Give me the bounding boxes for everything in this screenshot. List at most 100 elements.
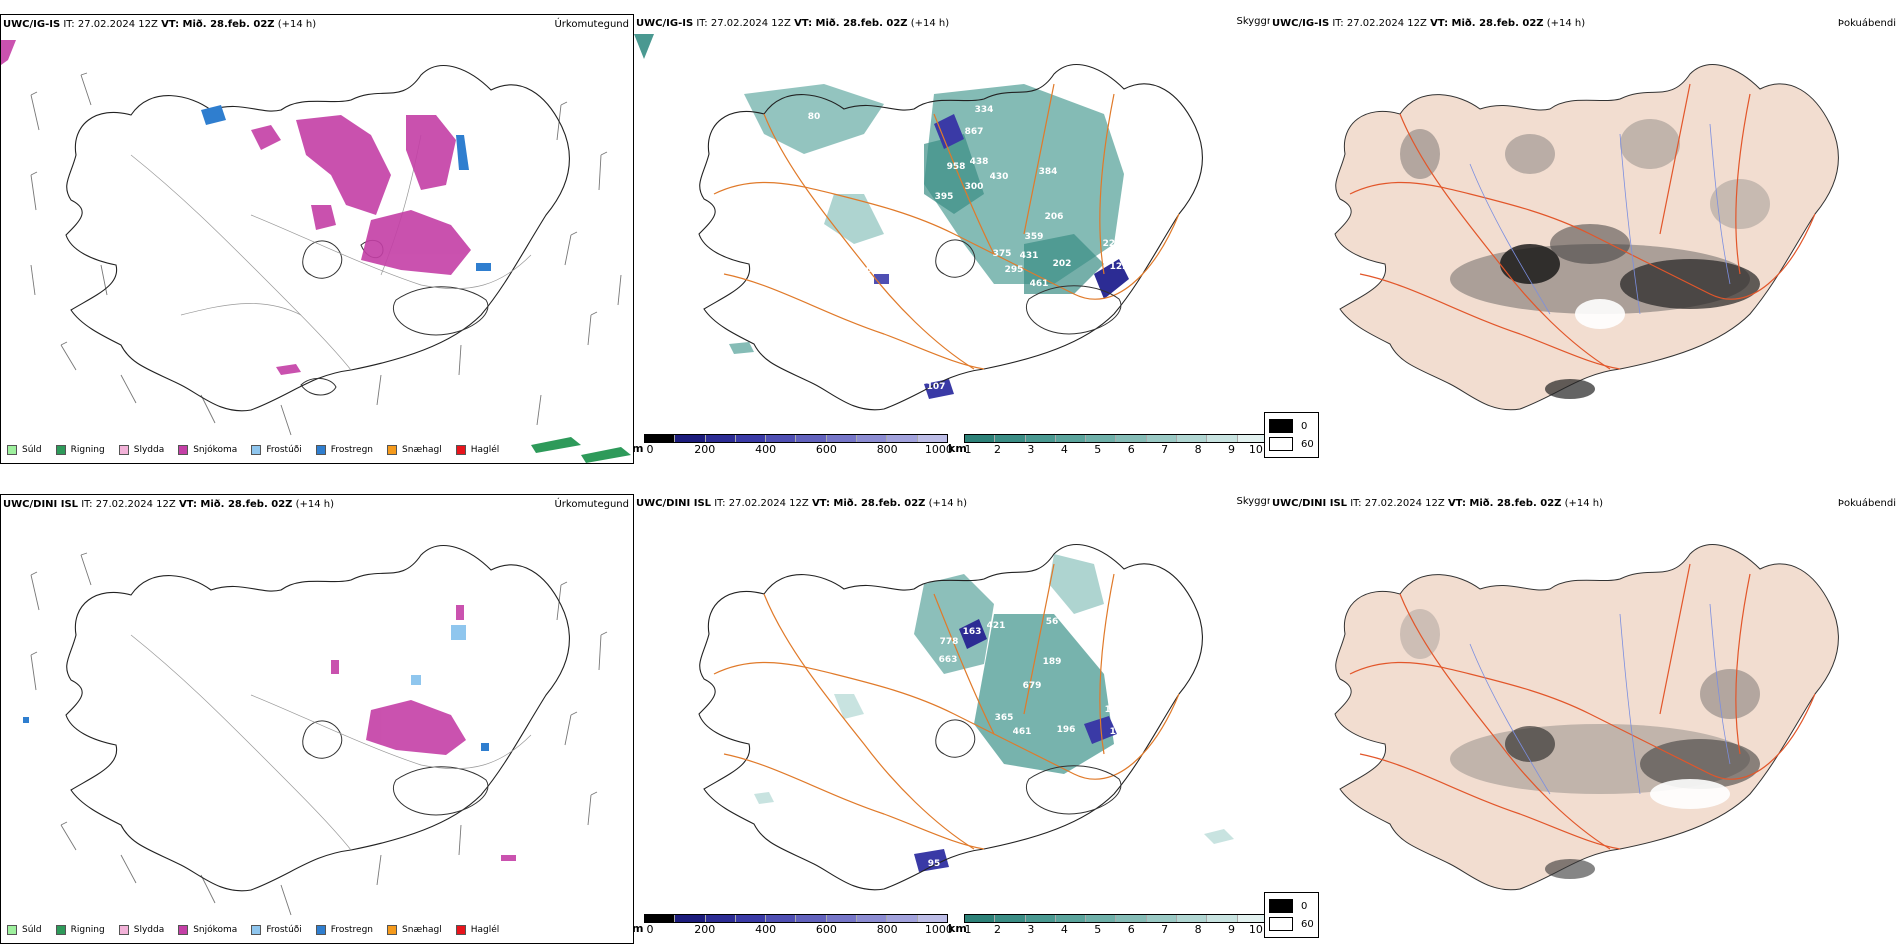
legend-item: Haglél [455,445,499,455]
model-name: UWC/DINI ISL [636,498,712,509]
glacier-outlines [935,719,1122,815]
vis-label: 375 [993,249,1012,259]
colorbar-cells [644,914,948,923]
road-network [713,83,1180,370]
vis-label: 95 [928,859,941,869]
fog-map-row2 [1334,544,1839,891]
panel-header: UWC/DINI ISL IT: 27.02.2024 12Z VT: Mið.… [3,499,334,511]
legend-swatch [251,445,262,455]
fog-panel-row2: UWC/DINI ISL IT: 27.02.2024 12Z VT: Mið.… [1270,494,1900,944]
panel-title-precip: Úrkomutegund [554,499,629,510]
legend-item: Slydda [118,445,164,455]
fog-legend-item: 0 [1269,417,1314,435]
vis-label: 421 [987,621,1006,631]
iceland-outline [65,545,570,892]
vis-label: 663 [939,655,958,665]
fog-legend-item: 0 [1269,897,1314,915]
fog-index-field [1400,609,1760,879]
vis-label: 196 [1057,725,1076,735]
panel-title-fog: Þokuábendi [1837,18,1896,29]
wind-barbs [30,72,622,436]
road-network [713,563,1180,850]
lead-time: (+14 h) [1564,498,1604,509]
colorbar-cells [964,434,1268,443]
precip-map-row1 [1,40,631,463]
rain-areas [531,437,631,463]
vis-label: 384 [1039,167,1058,177]
colorbar-unit: m [634,442,644,455]
visibility-panel-row1: 334 867 438 958 430 300 395 384 206 359 … [634,14,1270,464]
visibility-km-colorbar: 1 2 3 4 5 6 7 8 9 10 km [948,434,1268,456]
legend-swatch [55,445,66,455]
visibility-fields [634,34,1124,354]
legend-swatch [387,445,398,455]
model-name: UWC/IG-IS [1272,18,1330,29]
panel-title-fog: Þokuábendi [1837,498,1896,509]
vis-label: 56 [1046,617,1059,627]
init-time: IT: 27.02.2024 12Z [1350,498,1445,509]
lead-time: (+14 h) [928,498,968,509]
legend-item: Rigning [55,445,105,455]
legend-item: Rigning [55,925,105,935]
init-time: IT: 27.02.2024 12Z [81,499,176,510]
visibility-m-colorbar: 0 200 400 600 800 1000 m [634,914,953,936]
vis-label: 395 [935,192,954,202]
panel-title-visibility: Skyggni [1236,16,1270,27]
legend-item: Snjókoma [178,445,237,455]
rivers [1469,603,1731,795]
vis-label: 163 [963,627,982,637]
vis-label: 958 [947,162,966,172]
road-network [130,634,532,851]
valid-time: VT: Mið. 28.feb. 02Z [1430,18,1544,29]
vis-label: 461 [1030,279,1049,289]
colorbar-ticks: 1 2 3 4 5 6 7 8 9 10 [964,923,1263,936]
vis-label: 63 [908,385,921,395]
rivers [1469,123,1731,315]
panel-title-visibility: Skyggni [1236,496,1270,507]
colorbar-unit: km [948,922,967,935]
legend-swatch [251,925,262,935]
vis-label: 107 [927,382,946,392]
model-name: UWC/DINI ISL [1272,498,1348,509]
vis-label: 438 [970,157,989,167]
vis-label: 867 [965,127,984,137]
vis-label: 186 [903,365,922,375]
precip-map-row2 [23,545,608,916]
vis-label: 778 [940,637,959,647]
glacier-outlines [302,720,489,816]
valid-time: VT: Mið. 28.feb. 02Z [794,18,908,29]
lead-time: (+14 h) [295,499,335,510]
visibility-map-row2: 421 163 778 663 56 189 679 365 461 196 1… [698,544,1234,891]
snow-areas [1,40,471,375]
visibility-m-colorbar: 0 200 400 600 800 1000 m [634,434,953,456]
fog-legend-item: 60 [1269,435,1314,453]
legend-item: Slydda [118,925,164,935]
iceland-outline [698,544,1203,891]
vis-label: 461 [1013,727,1032,737]
lead-time: (+14 h) [1546,18,1586,29]
panel-header: UWC/IG-IS IT: 27.02.2024 12Z VT: Mið. 28… [636,18,949,30]
vis-label: 64 [866,265,879,275]
panel-header: UWC/IG-IS IT: 27.02.2024 12Z VT: Mið. 28… [1272,18,1585,30]
vis-label: 365 [995,713,1014,723]
vis-label: 679 [1023,681,1042,691]
panel-title-precip: Úrkomutegund [554,19,629,30]
visibility-km-colorbar: 1 2 3 4 5 6 7 8 9 10 km [948,914,1268,936]
legend-swatch [315,925,326,935]
legend-item: Frostregn [315,925,373,935]
vis-label: 300 [965,182,984,192]
vis-label: 206 [1045,212,1064,222]
vis-label: 431 [1020,251,1039,261]
init-time: IT: 27.02.2024 12Z [696,18,791,29]
vis-label: 359 [1025,232,1044,242]
visibility-map-row1: 334 867 438 958 430 300 395 384 206 359 … [634,34,1203,411]
vis-label: 80 [808,112,821,122]
visibility-value-labels: 334 867 438 958 430 300 395 384 206 359 … [808,105,1129,395]
legend-swatch [118,445,129,455]
legend-item: Súld [7,445,42,455]
lead-time: (+14 h) [277,19,317,30]
init-time: IT: 27.02.2024 12Z [1332,18,1427,29]
legend-swatch [55,925,66,935]
road-network [1349,83,1816,370]
legend-swatch [7,445,17,455]
